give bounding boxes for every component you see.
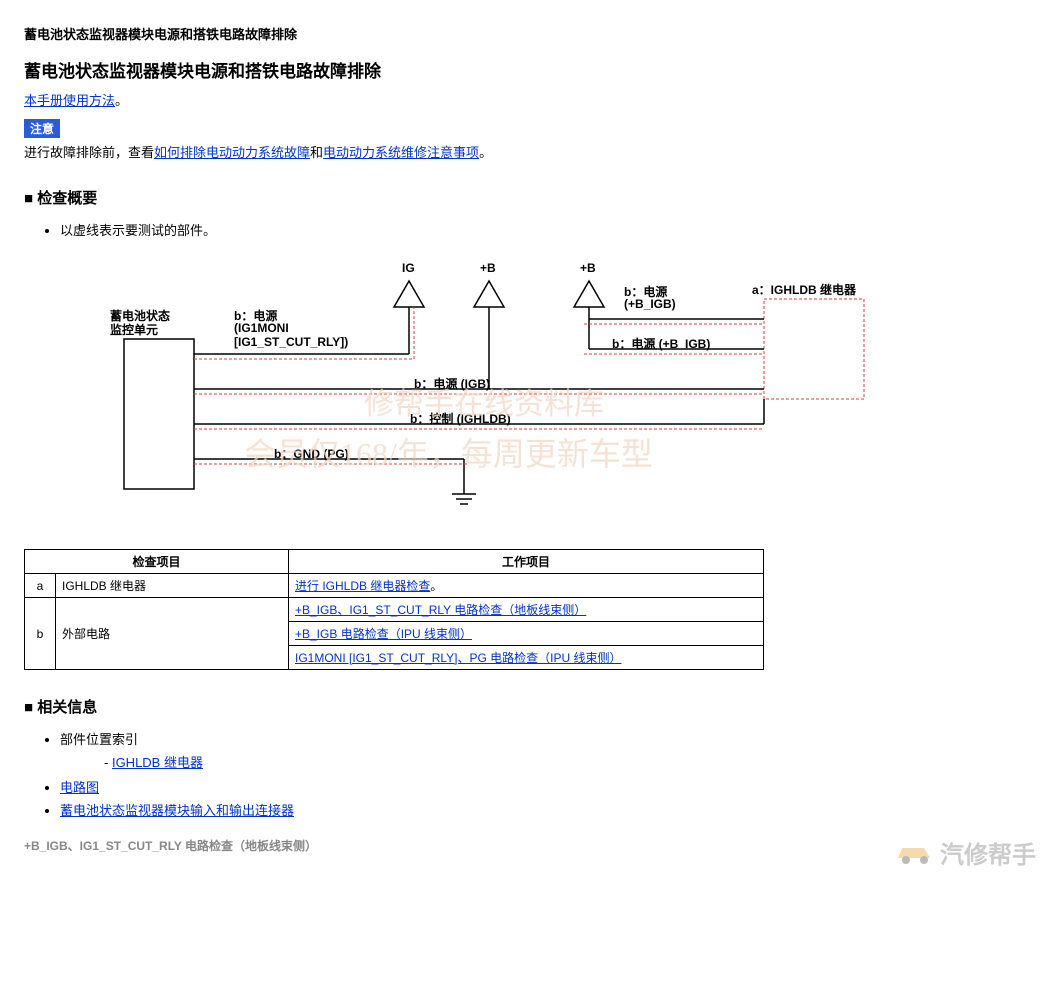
label-b2: +B bbox=[580, 261, 596, 275]
row-a-work-suf: 。 bbox=[430, 579, 442, 593]
label-relay: a：IGHLDB 继电器 bbox=[752, 281, 856, 298]
howto-troubleshoot-link[interactable]: 如何排除电动动力系统故障 bbox=[154, 145, 310, 160]
label-b-igb-top-l2: (+B_IGB) bbox=[624, 297, 676, 311]
notice-pre: 进行故障排除前，查看 bbox=[24, 145, 154, 160]
manual-suffix: 。 bbox=[115, 93, 128, 108]
page-title-big: 蓄电池状态监视器模块电源和搭铁电路故障排除 bbox=[24, 57, 1032, 82]
footer-logo-text: 汽修帮手 bbox=[940, 835, 1036, 870]
overview-bullet: 以虚线表示要测试的部件。 bbox=[60, 220, 1032, 239]
label-b-gnd: b：GND (PG) bbox=[274, 445, 349, 462]
label-b-ig1-l3: [IG1_ST_CUT_RLY]) bbox=[234, 335, 348, 349]
car-icon bbox=[894, 840, 934, 866]
manual-usage-link[interactable]: 本手册使用方法 bbox=[24, 93, 115, 108]
footer-watermark-logo: 汽修帮手 bbox=[894, 835, 1036, 870]
circuit-diagram: IG +B +B 蓄电池状态 监控单元 a：IGHLDB 继电器 b：电源 (I… bbox=[64, 259, 874, 529]
label-ig: IG bbox=[402, 261, 415, 275]
row-a-item: IGHLDB 继电器 bbox=[56, 574, 289, 598]
parts-index-text: 部件位置索引 bbox=[60, 732, 138, 747]
circuit-diagram-svg bbox=[64, 259, 874, 529]
ighldb-relay-link[interactable]: IGHLDB 继电器 bbox=[112, 755, 203, 770]
row-a-work-link[interactable]: 进行 IGHLDB 继电器检查 bbox=[295, 579, 430, 593]
label-b-ctrl: b：控制 (IGHLDB) bbox=[410, 410, 511, 427]
label-box-left-l2: 监控单元 bbox=[110, 321, 158, 338]
row-b-work2[interactable]: +B_IGB 电路检查（IPU 线束侧） bbox=[295, 627, 472, 641]
row-b-work1[interactable]: +B_IGB、IG1_ST_CUT_RLY 电路检查（地板线束侧） bbox=[295, 603, 586, 617]
parts-index-bullet: 部件位置索引 IGHLDB 继电器 bbox=[60, 729, 1032, 771]
row-b-work3[interactable]: IG1MONI [IG1_ST_CUT_RLY]、PG 电路检查（IPU 线束侧… bbox=[295, 651, 622, 665]
row-b-item: 外部电路 bbox=[56, 598, 289, 670]
col-work-item: 工作项目 bbox=[289, 550, 764, 574]
section-related-info: 相关信息 bbox=[24, 696, 1032, 717]
maintenance-notes-link[interactable]: 电动动力系统维修注意事项 bbox=[323, 145, 479, 160]
label-b-igb: b：电源 (IGB) bbox=[414, 375, 490, 392]
label-b-ig1-l2: (IG1MONI bbox=[234, 321, 289, 335]
manual-line: 本手册使用方法。 bbox=[24, 90, 1032, 109]
notice-mid: 和 bbox=[310, 145, 323, 160]
check-table: 检查项目 工作项目 a IGHLDB 继电器 进行 IGHLDB 继电器检查。 … bbox=[24, 549, 764, 670]
col-check-item: 检查项目 bbox=[25, 550, 289, 574]
notice-suf: 。 bbox=[479, 145, 492, 160]
footer-subsection: +B_IGB、IG1_ST_CUT_RLY 电路检查（地板线束侧） bbox=[24, 837, 1032, 854]
notice-badge: 注意 bbox=[24, 119, 60, 138]
label-b1: +B bbox=[480, 261, 496, 275]
row-a-idx: a bbox=[25, 574, 56, 598]
row-b-idx: b bbox=[25, 598, 56, 670]
label-b-plus-igb: b：电源 (+B_IGB) bbox=[612, 335, 710, 352]
circuit-diagram-link[interactable]: 电路图 bbox=[60, 780, 99, 795]
io-connectors-link[interactable]: 蓄电池状态监视器模块输入和输出连接器 bbox=[60, 803, 294, 818]
page-title-small: 蓄电池状态监视器模块电源和搭铁电路故障排除 bbox=[24, 24, 1032, 43]
section-check-overview: 检查概要 bbox=[24, 187, 1032, 208]
row-a-work: 进行 IGHLDB 继电器检查。 bbox=[289, 574, 764, 598]
notice-line: 进行故障排除前，查看如何排除电动动力系统故障和电动动力系统维修注意事项。 bbox=[24, 142, 1032, 161]
